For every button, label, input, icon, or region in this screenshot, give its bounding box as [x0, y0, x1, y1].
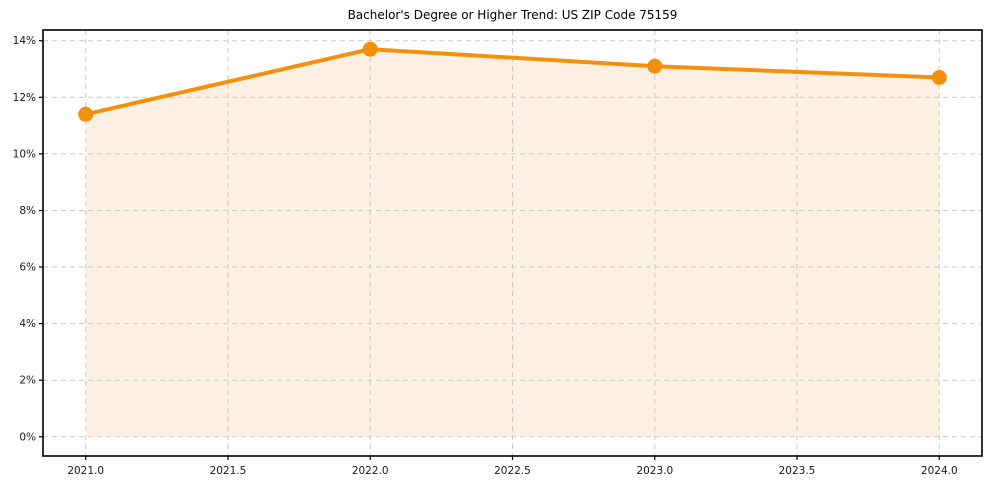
y-tick-label: 6% — [19, 262, 36, 274]
y-tick-label: 12% — [13, 92, 36, 104]
x-tick-label: 2022.5 — [494, 465, 531, 477]
area-fill-layer — [85, 49, 940, 437]
y-tick-label: 4% — [19, 318, 36, 330]
y-tick-label: 14% — [13, 35, 36, 47]
area-fill — [85, 49, 940, 437]
x-tick-label: 2021.0 — [67, 465, 104, 477]
y-tick-label: 0% — [19, 431, 36, 443]
axis-layer: 2021.0 2021.5 2022.0 2022.5 2023.0 2023.5 2024… — [13, 29, 983, 477]
y-tick-label: 8% — [19, 205, 36, 217]
data-point — [931, 70, 947, 85]
data-point — [78, 106, 94, 122]
x-tick-label: 2023.0 — [636, 465, 673, 477]
y-tick-label: 2% — [19, 375, 36, 387]
x-tick-label: 2024.0 — [921, 465, 958, 477]
data-point — [647, 58, 663, 74]
series-layer — [78, 41, 947, 122]
x-tick-label: 2023.5 — [779, 465, 816, 477]
chart-title: Bachelor's Degree or Higher Trend: US ZI… — [347, 8, 678, 22]
y-tick-label: 10% — [13, 148, 36, 160]
data-point — [362, 41, 378, 57]
x-tick-label: 2022.0 — [352, 465, 389, 477]
grid-layer — [43, 30, 982, 456]
x-tick-label: 2021.5 — [210, 465, 247, 477]
trend-line — [83, 47, 942, 117]
